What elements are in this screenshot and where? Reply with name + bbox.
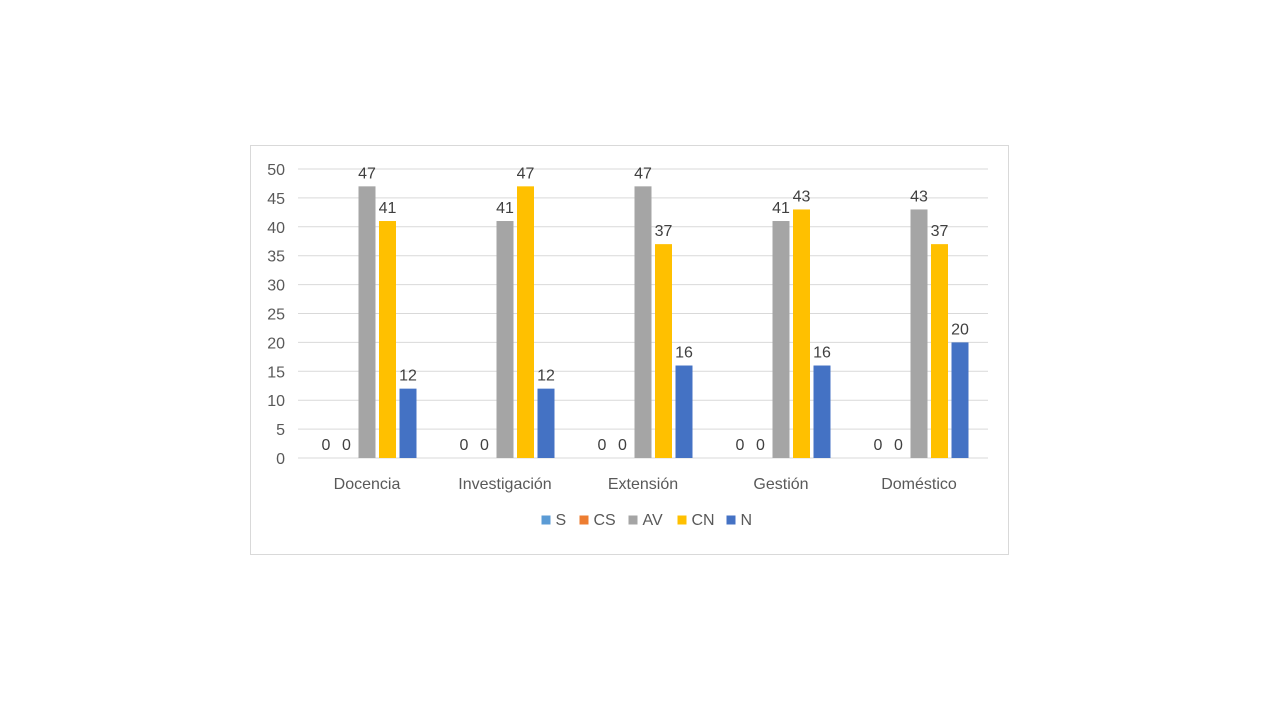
y-tick-label: 50 — [267, 162, 285, 179]
legend-swatch-cs — [579, 515, 589, 525]
data-label: 41 — [379, 200, 397, 217]
category-label: Gestión — [753, 476, 808, 493]
bar-av — [496, 221, 514, 458]
data-label: 12 — [537, 368, 555, 385]
legend: S CS AV CN N — [541, 512, 753, 529]
bar-cn — [379, 221, 396, 458]
legend-label-n: N — [741, 512, 753, 529]
legend-swatch-n — [726, 515, 736, 525]
bar-n — [537, 388, 555, 458]
bar-n — [951, 342, 969, 458]
legend-label-s: S — [556, 512, 567, 529]
bar-cn — [793, 209, 810, 458]
bar-av — [910, 209, 928, 458]
data-label: 0 — [894, 437, 903, 454]
legend-label-cs: CS — [594, 512, 616, 529]
data-label: 0 — [598, 437, 607, 454]
data-label: 41 — [772, 200, 790, 217]
data-label: 12 — [399, 368, 417, 385]
data-label: 47 — [358, 165, 376, 182]
bar-cn — [931, 244, 948, 458]
chart-frame: 0 5 10 15 20 25 30 35 40 45 50 0 0 47 41 12 0 0 41 47 12 0 0 4… — [250, 145, 1009, 555]
y-tick-label: 25 — [267, 307, 285, 324]
legend-swatch-cn — [677, 515, 687, 525]
y-tick-label: 40 — [267, 220, 285, 237]
category-label: Docencia — [334, 476, 401, 493]
data-label: 43 — [910, 188, 928, 205]
y-tick-label: 0 — [276, 451, 285, 468]
category-label: Doméstico — [881, 476, 957, 493]
legend-swatch-s — [541, 515, 551, 525]
x-axis-categories: Docencia Investigación Extensión Gestión Dom… — [334, 476, 957, 493]
data-label: 0 — [736, 437, 745, 454]
bar-av — [772, 221, 790, 458]
bars — [358, 186, 969, 458]
data-label: 37 — [655, 223, 673, 240]
bar-cn — [655, 244, 672, 458]
y-tick-label: 5 — [276, 422, 285, 439]
data-label: 0 — [874, 437, 883, 454]
bar-av — [634, 186, 652, 458]
data-label: 37 — [931, 223, 949, 240]
y-tick-label: 35 — [267, 249, 285, 266]
legend-swatch-av — [628, 515, 638, 525]
data-label: 16 — [675, 345, 693, 362]
y-tick-label: 30 — [267, 278, 285, 295]
y-tick-label: 20 — [267, 335, 285, 352]
data-label: 16 — [813, 345, 831, 362]
data-label: 47 — [634, 165, 652, 182]
bar-cn — [517, 186, 534, 458]
legend-label-cn: CN — [692, 512, 715, 529]
bar-n — [399, 388, 417, 458]
data-label: 0 — [460, 437, 469, 454]
data-label: 0 — [756, 437, 765, 454]
y-tick-label: 45 — [267, 191, 285, 208]
data-label: 0 — [322, 437, 331, 454]
legend-label-av: AV — [643, 512, 663, 529]
data-label: 0 — [480, 437, 489, 454]
data-label: 0 — [618, 437, 627, 454]
data-label: 47 — [517, 165, 535, 182]
category-label: Extensión — [608, 476, 678, 493]
data-label: 43 — [793, 188, 811, 205]
bar-n — [813, 365, 831, 458]
y-tick-label: 10 — [267, 393, 285, 410]
y-tick-label: 15 — [267, 364, 285, 381]
data-label: 0 — [342, 437, 351, 454]
data-label: 20 — [951, 321, 969, 338]
bar-av — [358, 186, 376, 458]
data-label: 41 — [496, 200, 514, 217]
category-label: Investigación — [458, 476, 551, 493]
y-axis-ticks: 0 5 10 15 20 25 30 35 40 45 50 — [267, 162, 285, 468]
bar-n — [675, 365, 693, 458]
